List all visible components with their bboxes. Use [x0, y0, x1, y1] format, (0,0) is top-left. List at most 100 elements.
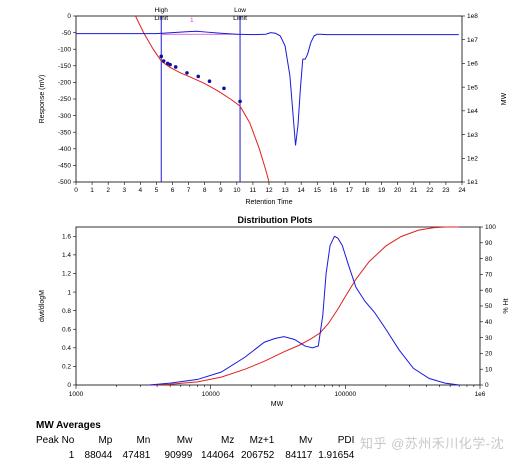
chromatogram-plot-area — [75, 15, 463, 183]
x-tick-label: 22 — [426, 187, 434, 194]
x-tick-label: 5 — [155, 187, 159, 194]
table-cell: 1 — [68, 450, 75, 461]
y-tick-label: 0 — [67, 13, 71, 20]
y-tick-label: -250 — [58, 96, 71, 103]
x-tick-label: 18 — [362, 187, 370, 194]
y2-tick-label: 1e5 — [467, 84, 478, 91]
x-tick-label: 6 — [171, 187, 175, 194]
table-header-cell: Mz — [221, 435, 235, 446]
chromatogram-y2label: MW — [501, 92, 508, 105]
calibration-point — [238, 99, 242, 104]
x-tick-label: 17 — [346, 187, 354, 194]
distribution-chart: Distribution Plots 1000 10000 100000 1e600.… — [39, 215, 510, 408]
x-tick-label: 2 — [106, 187, 110, 194]
y2-tick-label: 0 — [485, 382, 489, 389]
y-tick-label: 1.6 — [62, 233, 71, 240]
signal-trace-line — [76, 30, 459, 146]
y2-tick-label: 1e7 — [467, 37, 478, 44]
limit-label: Limit — [233, 15, 247, 22]
x-tick-label: 19 — [378, 187, 386, 194]
table-cell: 84117 — [285, 450, 313, 461]
x-tick-label: 11 — [250, 187, 257, 194]
y-tick-label: -350 — [58, 129, 71, 136]
table-cell: 47481 — [122, 450, 151, 461]
calibration-point — [159, 54, 164, 59]
x-tick-label: 1e6 — [475, 391, 486, 398]
table-header-cell: Peak No — [36, 435, 75, 446]
chromatogram-xlabel: Retention Time — [245, 199, 292, 206]
table-cell: 90999 — [164, 450, 193, 461]
x-tick-label: 0 — [74, 187, 78, 194]
y2-tick-label: 40 — [485, 319, 493, 326]
y2-tick-label: 80 — [485, 256, 493, 263]
x-tick-label: 23 — [442, 187, 450, 194]
y2-tick-label: 1e3 — [467, 132, 478, 139]
x-tick-label: 9 — [219, 187, 223, 194]
x-tick-label: 15 — [314, 187, 322, 194]
x-tick-label: 4 — [139, 187, 143, 194]
distribution-ylabel: dwt/dlogM — [39, 290, 46, 322]
y-tick-label: -150 — [58, 63, 71, 70]
y2-tick-label: 100 — [485, 224, 496, 231]
table-cell: 206752 — [240, 450, 275, 461]
y-tick-label: 1.2 — [62, 271, 71, 278]
table-row: 1 88044 47481 90999 144064 206752 84117 … — [36, 446, 355, 461]
mw-averages-title: MW Averages — [36, 420, 101, 431]
table-cell: 144064 — [200, 450, 235, 461]
y-tick-label: -300 — [58, 113, 71, 120]
mw-averages-table: Peak No Mp Mn Mw Mz Mz+1 Mv PDI 1 88044 … — [36, 435, 354, 461]
y-tick-label: 0.8 — [62, 308, 71, 315]
y-tick-label: -200 — [58, 80, 71, 87]
y-tick-label: 0.4 — [62, 345, 71, 352]
y2-tick-label: 90 — [485, 240, 493, 247]
limit-label: High — [155, 7, 169, 14]
limit-label: Low — [234, 7, 246, 14]
y-tick-label: -100 — [58, 46, 71, 53]
limit-label: Limit — [154, 15, 168, 22]
chromatogram-chart: 0 1 2 3 4 5 6 7 8 9 10 11 12 13 14 15 16 17 18 19 20 21 22 23 24… — [39, 7, 508, 206]
y2-tick-label: 70 — [485, 272, 493, 279]
calibration-curve-line — [135, 16, 270, 182]
table-header-cell: Mz+1 — [249, 435, 275, 446]
x-tick-label: 13 — [281, 187, 289, 194]
y-tick-label: 0.6 — [62, 326, 71, 333]
x-tick-label: 100000 — [334, 391, 356, 398]
x-tick-label: 1 — [90, 187, 94, 194]
calibration-point — [207, 79, 212, 84]
calibration-point — [168, 62, 172, 67]
x-tick-label: 8 — [203, 187, 207, 194]
y2-tick-label: 1e8 — [467, 13, 478, 20]
y-tick-label: -500 — [58, 179, 71, 186]
table-header-cell: Mp — [98, 435, 113, 446]
x-tick-label: 10 — [233, 187, 241, 194]
x-tick-label: 14 — [298, 187, 306, 194]
y2-tick-label: 1e6 — [467, 61, 478, 68]
x-tick-label: 12 — [265, 187, 273, 194]
calibration-point — [196, 74, 201, 79]
distribution-y2label: % Ht — [503, 298, 510, 313]
x-tick-label: 7 — [187, 187, 191, 194]
x-tick-label: 10000 — [202, 391, 220, 398]
calibration-point — [185, 71, 189, 75]
distribution-plot-area — [75, 226, 481, 386]
cumulative-curve-line — [149, 226, 460, 386]
calibration-point — [222, 86, 226, 91]
y-tick-label: -450 — [58, 163, 71, 170]
y2-tick-label: 1e1 — [467, 179, 478, 186]
table-header-cell: PDI — [337, 435, 355, 446]
y-tick-label: -400 — [58, 146, 71, 153]
calibration-point — [173, 65, 178, 69]
table-cell: 88044 — [84, 450, 113, 461]
table-header-cell: Mv — [299, 435, 313, 446]
y2-tick-label: 60 — [485, 287, 493, 294]
watermark: 知乎 @苏州禾川化学-沈 — [360, 436, 505, 451]
x-tick-label: 16 — [330, 187, 338, 194]
table-header-cell: Mw — [176, 435, 193, 446]
y2-tick-label: 20 — [485, 351, 493, 358]
y2-tick-label: 30 — [485, 335, 493, 342]
y2-tick-label: 1e4 — [467, 108, 478, 115]
table-header-row: Peak No Mp Mn Mw Mz Mz+1 Mv PDI — [36, 435, 354, 446]
mw-averages-panel: MW Averages Peak No Mp Mn Mw Mz Mz+1 Mv … — [36, 420, 366, 461]
y-tick-label: -50 — [62, 30, 72, 37]
distribution-title: Distribution Plots — [238, 215, 313, 225]
